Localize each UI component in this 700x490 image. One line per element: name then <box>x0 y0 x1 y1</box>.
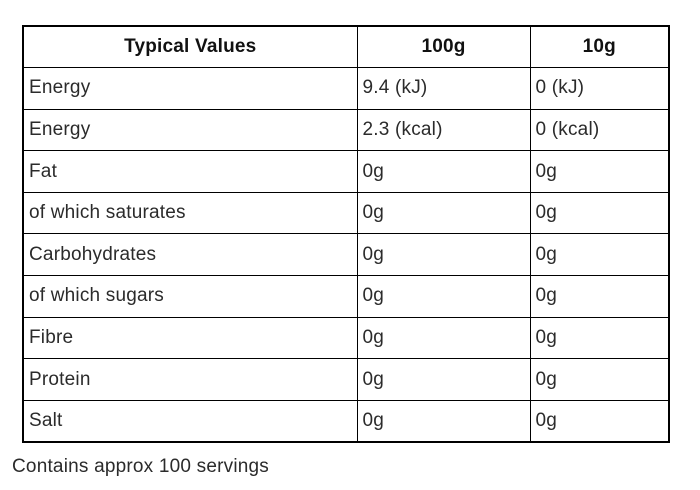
table-row-protein: Protein 0g 0g <box>22 358 670 401</box>
table-row-sugars: of which sugars 0g 0g <box>22 275 670 318</box>
table-row-saturates: of which saturates 0g 0g <box>22 191 670 235</box>
row-label: Carbohydrates <box>22 233 358 277</box>
row-value-100g: 0g <box>356 358 531 401</box>
row-value-10g: 0g <box>529 275 670 318</box>
row-value-100g: 2.3 (kcal) <box>356 108 531 152</box>
row-value-100g: 0g <box>356 191 531 235</box>
row-value-10g: 0 (kJ) <box>529 67 670 110</box>
header-100g: 100g <box>356 25 531 69</box>
row-value-100g: 9.4 (kJ) <box>356 67 531 110</box>
row-label: of which saturates <box>22 191 358 235</box>
row-label: Energy <box>22 67 358 110</box>
servings-note: Contains approx 100 servings <box>12 456 269 477</box>
row-label: Protein <box>22 358 358 401</box>
row-value-100g: 0g <box>356 233 531 277</box>
row-label: Salt <box>22 399 358 443</box>
header-typical-values: Typical Values <box>22 25 358 69</box>
row-value-10g: 0g <box>529 233 670 277</box>
table-row-salt: Salt 0g 0g <box>22 399 670 443</box>
row-value-10g: 0g <box>529 399 670 443</box>
table-row-energy-kcal: Energy 2.3 (kcal) 0 (kcal) <box>22 108 670 152</box>
nutrition-table: Typical Values 100g 10g Energy 9.4 (kJ) … <box>22 25 670 443</box>
row-value-10g: 0 (kcal) <box>529 108 670 152</box>
table-row-energy-kj: Energy 9.4 (kJ) 0 (kJ) <box>22 67 670 110</box>
row-label: Fat <box>22 150 358 193</box>
header-row: Typical Values 100g 10g <box>22 25 670 69</box>
row-label: of which sugars <box>22 275 358 318</box>
row-value-10g: 0g <box>529 316 670 360</box>
row-label: Fibre <box>22 316 358 360</box>
row-value-100g: 0g <box>356 316 531 360</box>
row-value-10g: 0g <box>529 358 670 401</box>
table-row-fibre: Fibre 0g 0g <box>22 316 670 360</box>
row-value-100g: 0g <box>356 399 531 443</box>
row-value-10g: 0g <box>529 150 670 193</box>
table-row-fat: Fat 0g 0g <box>22 150 670 193</box>
row-value-10g: 0g <box>529 191 670 235</box>
row-label: Energy <box>22 108 358 152</box>
row-value-100g: 0g <box>356 150 531 193</box>
row-value-100g: 0g <box>356 275 531 318</box>
header-10g: 10g <box>529 25 670 69</box>
table-row-carbohydrates: Carbohydrates 0g 0g <box>22 233 670 277</box>
